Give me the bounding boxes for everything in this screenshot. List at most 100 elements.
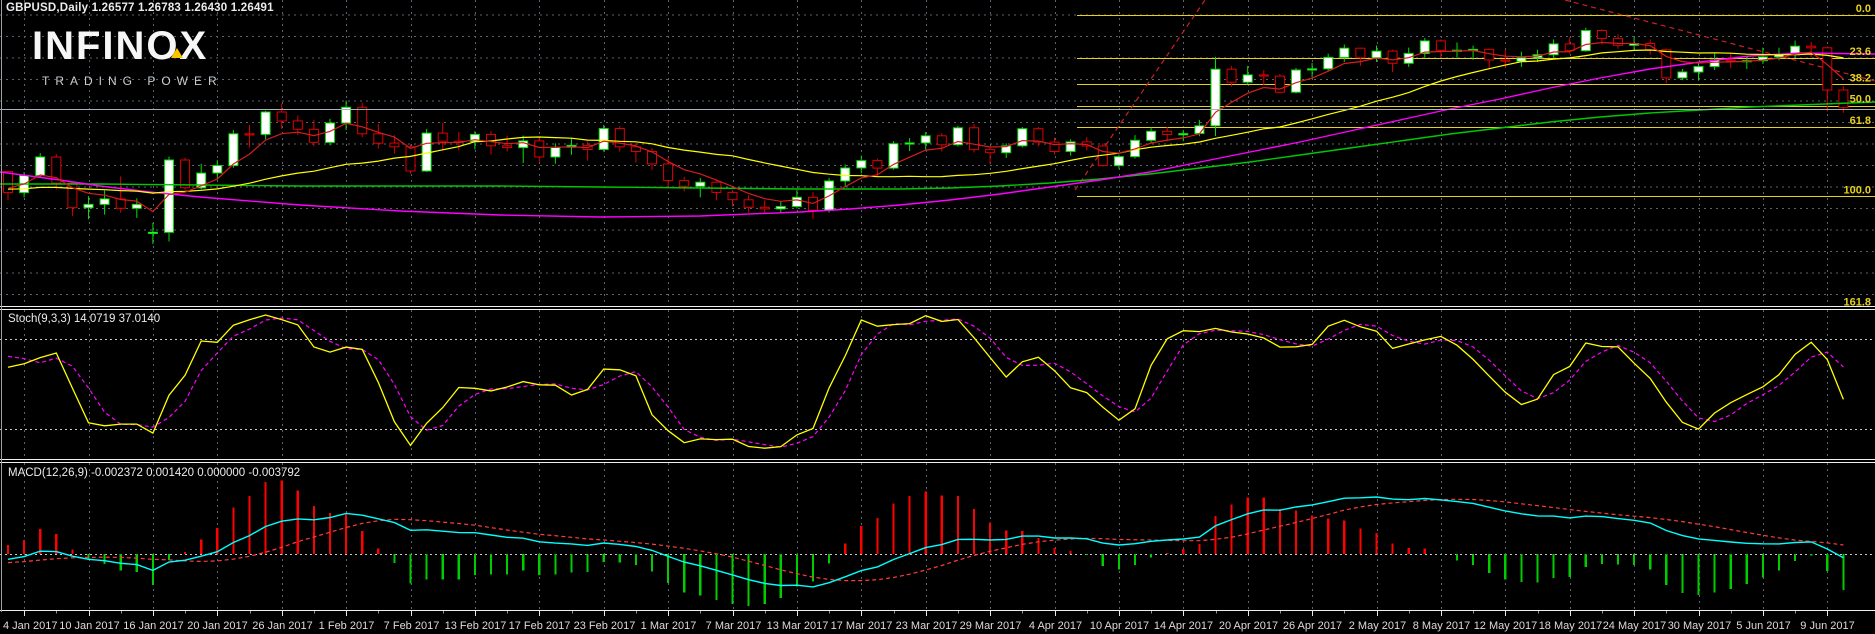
candle	[1324, 57, 1333, 68]
candle	[1275, 76, 1284, 92]
date-label: 8 May 2017	[1413, 620, 1470, 632]
candle	[970, 128, 979, 150]
candle	[1694, 67, 1703, 73]
stochastic-panel[interactable]	[0, 315, 1875, 448]
date-label: 17 Feb 2017	[509, 620, 571, 632]
candle	[986, 150, 995, 153]
candle	[213, 166, 222, 174]
candle	[229, 134, 238, 166]
date-axis[interactable]: 4 Jan 201710 Jan 201716 Jan 201720 Jan 2…	[3, 611, 1855, 632]
svg-text:38.2: 38.2	[1850, 72, 1871, 84]
candle	[921, 136, 930, 143]
candle	[792, 197, 801, 206]
candle	[728, 192, 737, 199]
candle	[36, 157, 45, 176]
date-label: 7 Feb 2017	[384, 620, 440, 632]
svg-text:0.0: 0.0	[1856, 3, 1871, 15]
date-label: 5 Jun 2017	[1736, 620, 1790, 632]
date-label: 29 Mar 2017	[960, 620, 1022, 632]
candle	[857, 161, 866, 168]
chart-canvas[interactable]: 0.023.638.250.061.8100.0161.84 Jan 20171…	[0, 0, 1875, 634]
date-label: 17 Mar 2017	[831, 620, 893, 632]
ma-yellow-line[interactable]	[8, 50, 1843, 193]
candle	[261, 112, 270, 134]
candle	[1227, 69, 1236, 82]
date-label: 13 Feb 2017	[445, 620, 507, 632]
svg-text:100.0: 100.0	[1843, 184, 1871, 196]
candle	[293, 121, 302, 129]
candle	[100, 199, 109, 205]
date-label: 14 Apr 2017	[1154, 620, 1213, 632]
candle	[1243, 75, 1252, 82]
broker-logo: INFINOX TRADING POWER	[32, 24, 223, 88]
macd-panel[interactable]	[0, 481, 1875, 606]
candle	[841, 168, 850, 181]
candle	[1388, 51, 1397, 63]
candle	[1807, 46, 1816, 48]
macd-histogram	[8, 481, 1843, 606]
candle	[1340, 48, 1349, 57]
date-label: 20 Apr 2017	[1219, 620, 1278, 632]
date-label: 23 Feb 2017	[574, 620, 636, 632]
date-label: 23 Mar 2017	[896, 620, 958, 632]
mt4-chart-window: 0.023.638.250.061.8100.0161.84 Jan 20171…	[0, 0, 1875, 634]
date-label: 4 Jan 2017	[3, 620, 57, 632]
svg-text:50.0: 50.0	[1850, 94, 1871, 106]
date-label: 4 Apr 2017	[1029, 620, 1082, 632]
candle	[438, 133, 447, 141]
candle	[1678, 72, 1687, 78]
candle	[181, 160, 190, 188]
candle	[1259, 75, 1268, 76]
candle	[599, 129, 608, 150]
candle	[1726, 60, 1735, 61]
date-label: 9 Jun 2017	[1800, 620, 1854, 632]
logo-triangle-icon	[171, 48, 183, 58]
candle	[776, 207, 785, 209]
date-label: 16 Jan 2017	[123, 620, 184, 632]
candle	[1018, 129, 1027, 146]
candle	[1356, 48, 1365, 58]
date-label: 13 Mar 2017	[767, 620, 829, 632]
fibonacci-labels: 0.023.638.250.061.8100.0161.8	[1843, 3, 1871, 308]
chart-symbol-title: GBPUSD,Daily 1.26577 1.26783 1.26430 1.2…	[6, 2, 274, 14]
candle	[406, 147, 415, 171]
date-label: 10 Jan 2017	[59, 620, 120, 632]
trendline-layer[interactable]	[1075, 0, 1875, 190]
candle	[664, 164, 673, 181]
stochastic-indicator-label: Stoch(9,3,3) 14.0719 37.0140	[8, 313, 160, 325]
candle	[503, 146, 512, 148]
candle	[358, 107, 367, 134]
candle	[1114, 157, 1123, 166]
candle	[1308, 69, 1317, 70]
candle	[744, 200, 753, 208]
date-label: 12 May 2017	[1474, 620, 1538, 632]
candle	[1823, 48, 1832, 90]
ma-magenta-line[interactable]	[0, 53, 1875, 217]
logo-wordmark: INFINOX	[32, 24, 223, 69]
candle	[873, 161, 882, 169]
candle	[1597, 31, 1606, 39]
logo-tagline: TRADING POWER	[42, 74, 223, 88]
candle	[1839, 90, 1848, 108]
svg-text:61.8: 61.8	[1850, 115, 1871, 127]
candle	[712, 182, 721, 192]
candle	[1517, 58, 1526, 62]
candle	[390, 143, 399, 147]
candle	[1581, 31, 1590, 51]
candle	[680, 181, 689, 187]
candle	[905, 143, 914, 144]
logo-text: INFINOX	[32, 24, 208, 68]
candle	[551, 147, 560, 157]
candle	[1372, 51, 1381, 58]
candle	[1646, 44, 1655, 50]
date-label: 18 May 2017	[1539, 620, 1603, 632]
candle	[277, 112, 286, 121]
date-label: 26 Jan 2017	[252, 620, 313, 632]
date-label: 24 May 2017	[1603, 620, 1667, 632]
candle	[374, 134, 383, 143]
price-panel[interactable]	[0, 0, 1875, 309]
candle	[1163, 131, 1172, 134]
svg-text:23.6: 23.6	[1850, 46, 1871, 58]
candle	[1436, 41, 1445, 50]
date-label: 26 Apr 2017	[1283, 620, 1342, 632]
